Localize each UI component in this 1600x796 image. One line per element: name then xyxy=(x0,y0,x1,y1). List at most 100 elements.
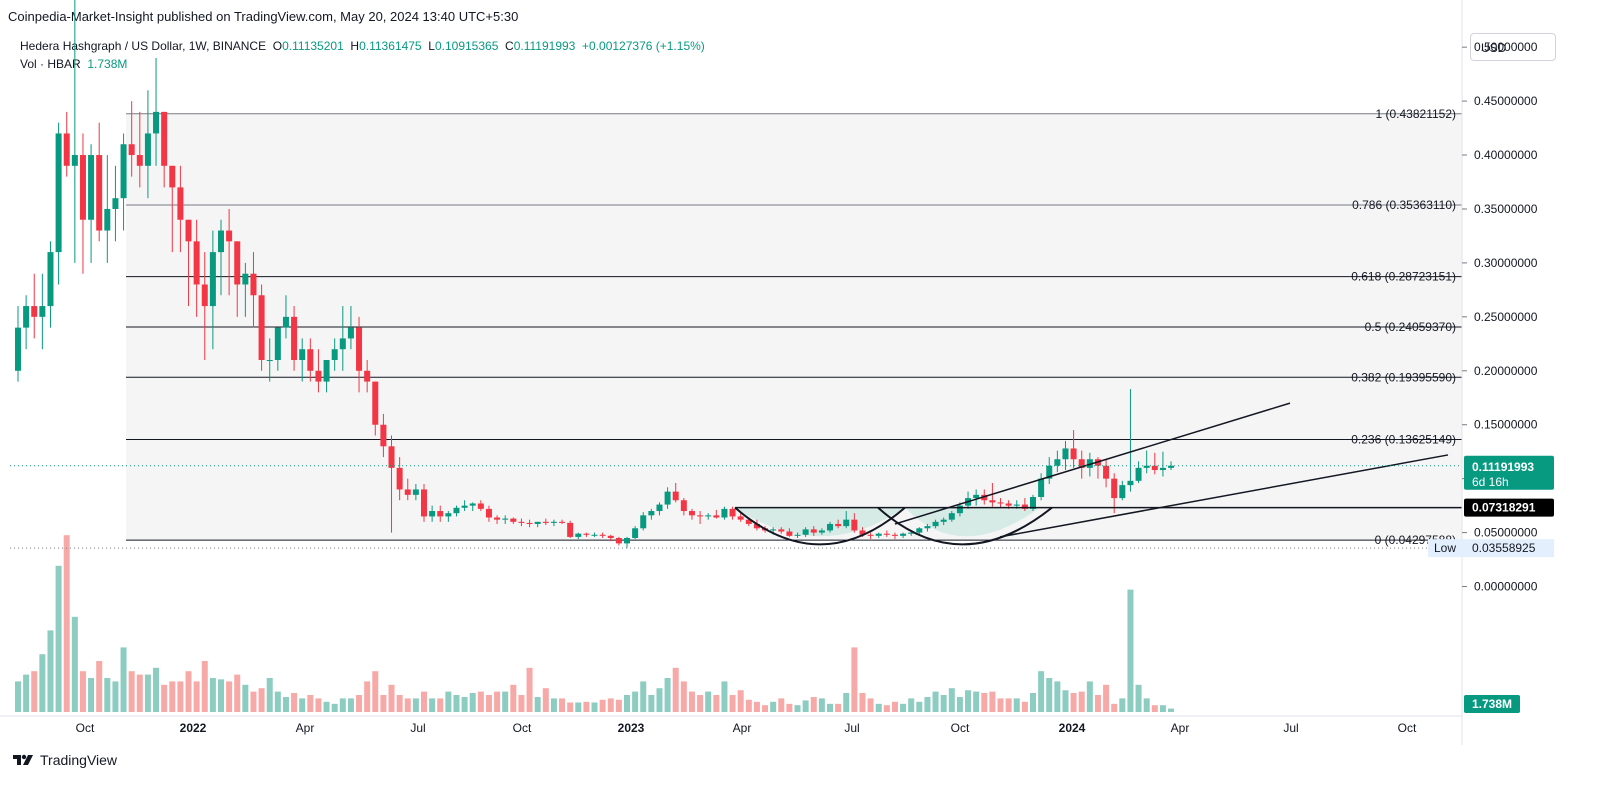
candle-body xyxy=(526,522,533,524)
volume-bar xyxy=(380,695,387,712)
candle-body xyxy=(485,508,492,518)
volume-bar xyxy=(843,692,850,712)
candle-body xyxy=(494,517,501,520)
volume-bar xyxy=(169,681,176,712)
candle-body xyxy=(713,515,720,518)
candle-body xyxy=(875,533,882,536)
volume-bar xyxy=(266,678,273,712)
candle-body xyxy=(218,230,224,253)
fib-label-0_618: 0.618 (0.28723151) xyxy=(1351,270,1456,284)
y-tick-label: 0.25000000 xyxy=(1474,310,1538,324)
candle-body xyxy=(510,518,517,522)
candle-body xyxy=(1062,448,1069,460)
candle-body xyxy=(599,534,606,536)
volume-bar xyxy=(1070,692,1077,712)
volume-bar xyxy=(827,703,833,712)
volume-bar xyxy=(47,630,54,712)
candle-body xyxy=(615,538,622,544)
volume-bar xyxy=(526,667,533,712)
y-tick-label: 0.15000000 xyxy=(1474,418,1538,432)
candle-body xyxy=(729,508,736,517)
tradingview-logo[interactable]: TradingView xyxy=(12,752,117,768)
volume-bar xyxy=(948,688,955,712)
candle-body xyxy=(347,327,354,339)
volume-bar xyxy=(770,701,777,712)
candle-body xyxy=(47,252,54,307)
candle-body xyxy=(534,521,541,524)
volume-bar xyxy=(136,674,143,712)
candle-body xyxy=(372,381,379,425)
price-chart[interactable]: 1 (0.43821152) 0.786 (0.35363110) 0.618 (0… xyxy=(0,0,1600,745)
volume-bar xyxy=(291,692,298,712)
volume-bar xyxy=(1062,690,1069,712)
candle-body xyxy=(201,284,208,307)
volume-bar xyxy=(745,699,752,712)
candle-body xyxy=(437,511,444,517)
candle-body xyxy=(843,519,850,527)
volume-bar xyxy=(997,698,1004,712)
volume-bar xyxy=(469,692,476,712)
volume-bar xyxy=(672,667,679,712)
volume-bar xyxy=(1111,703,1118,712)
volume-bar xyxy=(55,565,62,712)
volume-bar xyxy=(632,691,639,712)
lower-trendline xyxy=(999,454,1449,538)
candle-body xyxy=(640,515,647,529)
candle-body xyxy=(656,504,663,512)
volume-bar xyxy=(88,678,95,712)
volume-bar xyxy=(177,681,184,712)
symbol-title[interactable]: Hedera Hashgraph / US Dollar, 1W, BINANC… xyxy=(20,39,267,53)
volume-bar xyxy=(583,701,590,712)
volume-bar xyxy=(372,671,379,712)
high-value: 0.11361475 xyxy=(359,39,422,53)
volume-bar xyxy=(242,684,249,712)
volume-bar xyxy=(591,702,598,712)
candle-body xyxy=(1013,504,1020,506)
candle-body xyxy=(664,491,671,505)
volume-bar xyxy=(786,703,793,712)
low-price-prefix: Low xyxy=(1434,541,1456,555)
candle-body xyxy=(153,111,160,134)
candle-body xyxy=(15,327,21,371)
volume-bar xyxy=(323,701,330,712)
volume-bar xyxy=(778,698,785,712)
candle-body xyxy=(266,360,273,361)
fib-label-0_236: 0.236 (0.13625149) xyxy=(1351,433,1456,447)
candle-body xyxy=(209,252,216,307)
candle-body xyxy=(250,273,257,296)
volume-bar xyxy=(193,681,200,712)
volume-bar xyxy=(794,705,801,712)
x-tick-label: Jul xyxy=(410,721,425,735)
x-tick-label: Oct xyxy=(513,721,532,735)
volume-bar xyxy=(1038,671,1045,712)
volume-label[interactable]: Vol · HBAR xyxy=(20,57,81,71)
volume-bar xyxy=(900,703,907,712)
candle-body xyxy=(810,529,817,533)
volume-bar xyxy=(1119,698,1126,712)
candle-body xyxy=(169,165,176,188)
candle-body xyxy=(502,518,509,520)
volume-bar xyxy=(753,701,760,712)
low-value: 0.10915365 xyxy=(434,39,499,53)
volume-bar xyxy=(640,681,647,712)
x-tick-label: Apr xyxy=(296,721,315,735)
candle-body xyxy=(697,515,704,517)
volume-bar xyxy=(71,616,78,712)
volume-bar xyxy=(282,697,289,712)
volume-bar xyxy=(453,695,460,712)
fib-label-0_382: 0.382 (0.19395590) xyxy=(1351,370,1456,384)
low-label: L xyxy=(428,39,435,53)
volume-bar xyxy=(461,697,468,712)
volume-bar xyxy=(502,691,509,712)
currency-button[interactable]: USD xyxy=(1470,33,1556,61)
volume-bar xyxy=(729,695,736,712)
candle-body xyxy=(518,521,525,523)
volume-bar xyxy=(965,690,972,712)
volume-bar xyxy=(1086,681,1093,712)
candle-body xyxy=(542,521,549,523)
candle-body xyxy=(1054,459,1061,466)
volume-bar xyxy=(429,698,436,712)
y-tick-label: 0.35000000 xyxy=(1474,202,1538,216)
volume-bar xyxy=(940,695,947,712)
volume-bar xyxy=(1127,589,1134,712)
